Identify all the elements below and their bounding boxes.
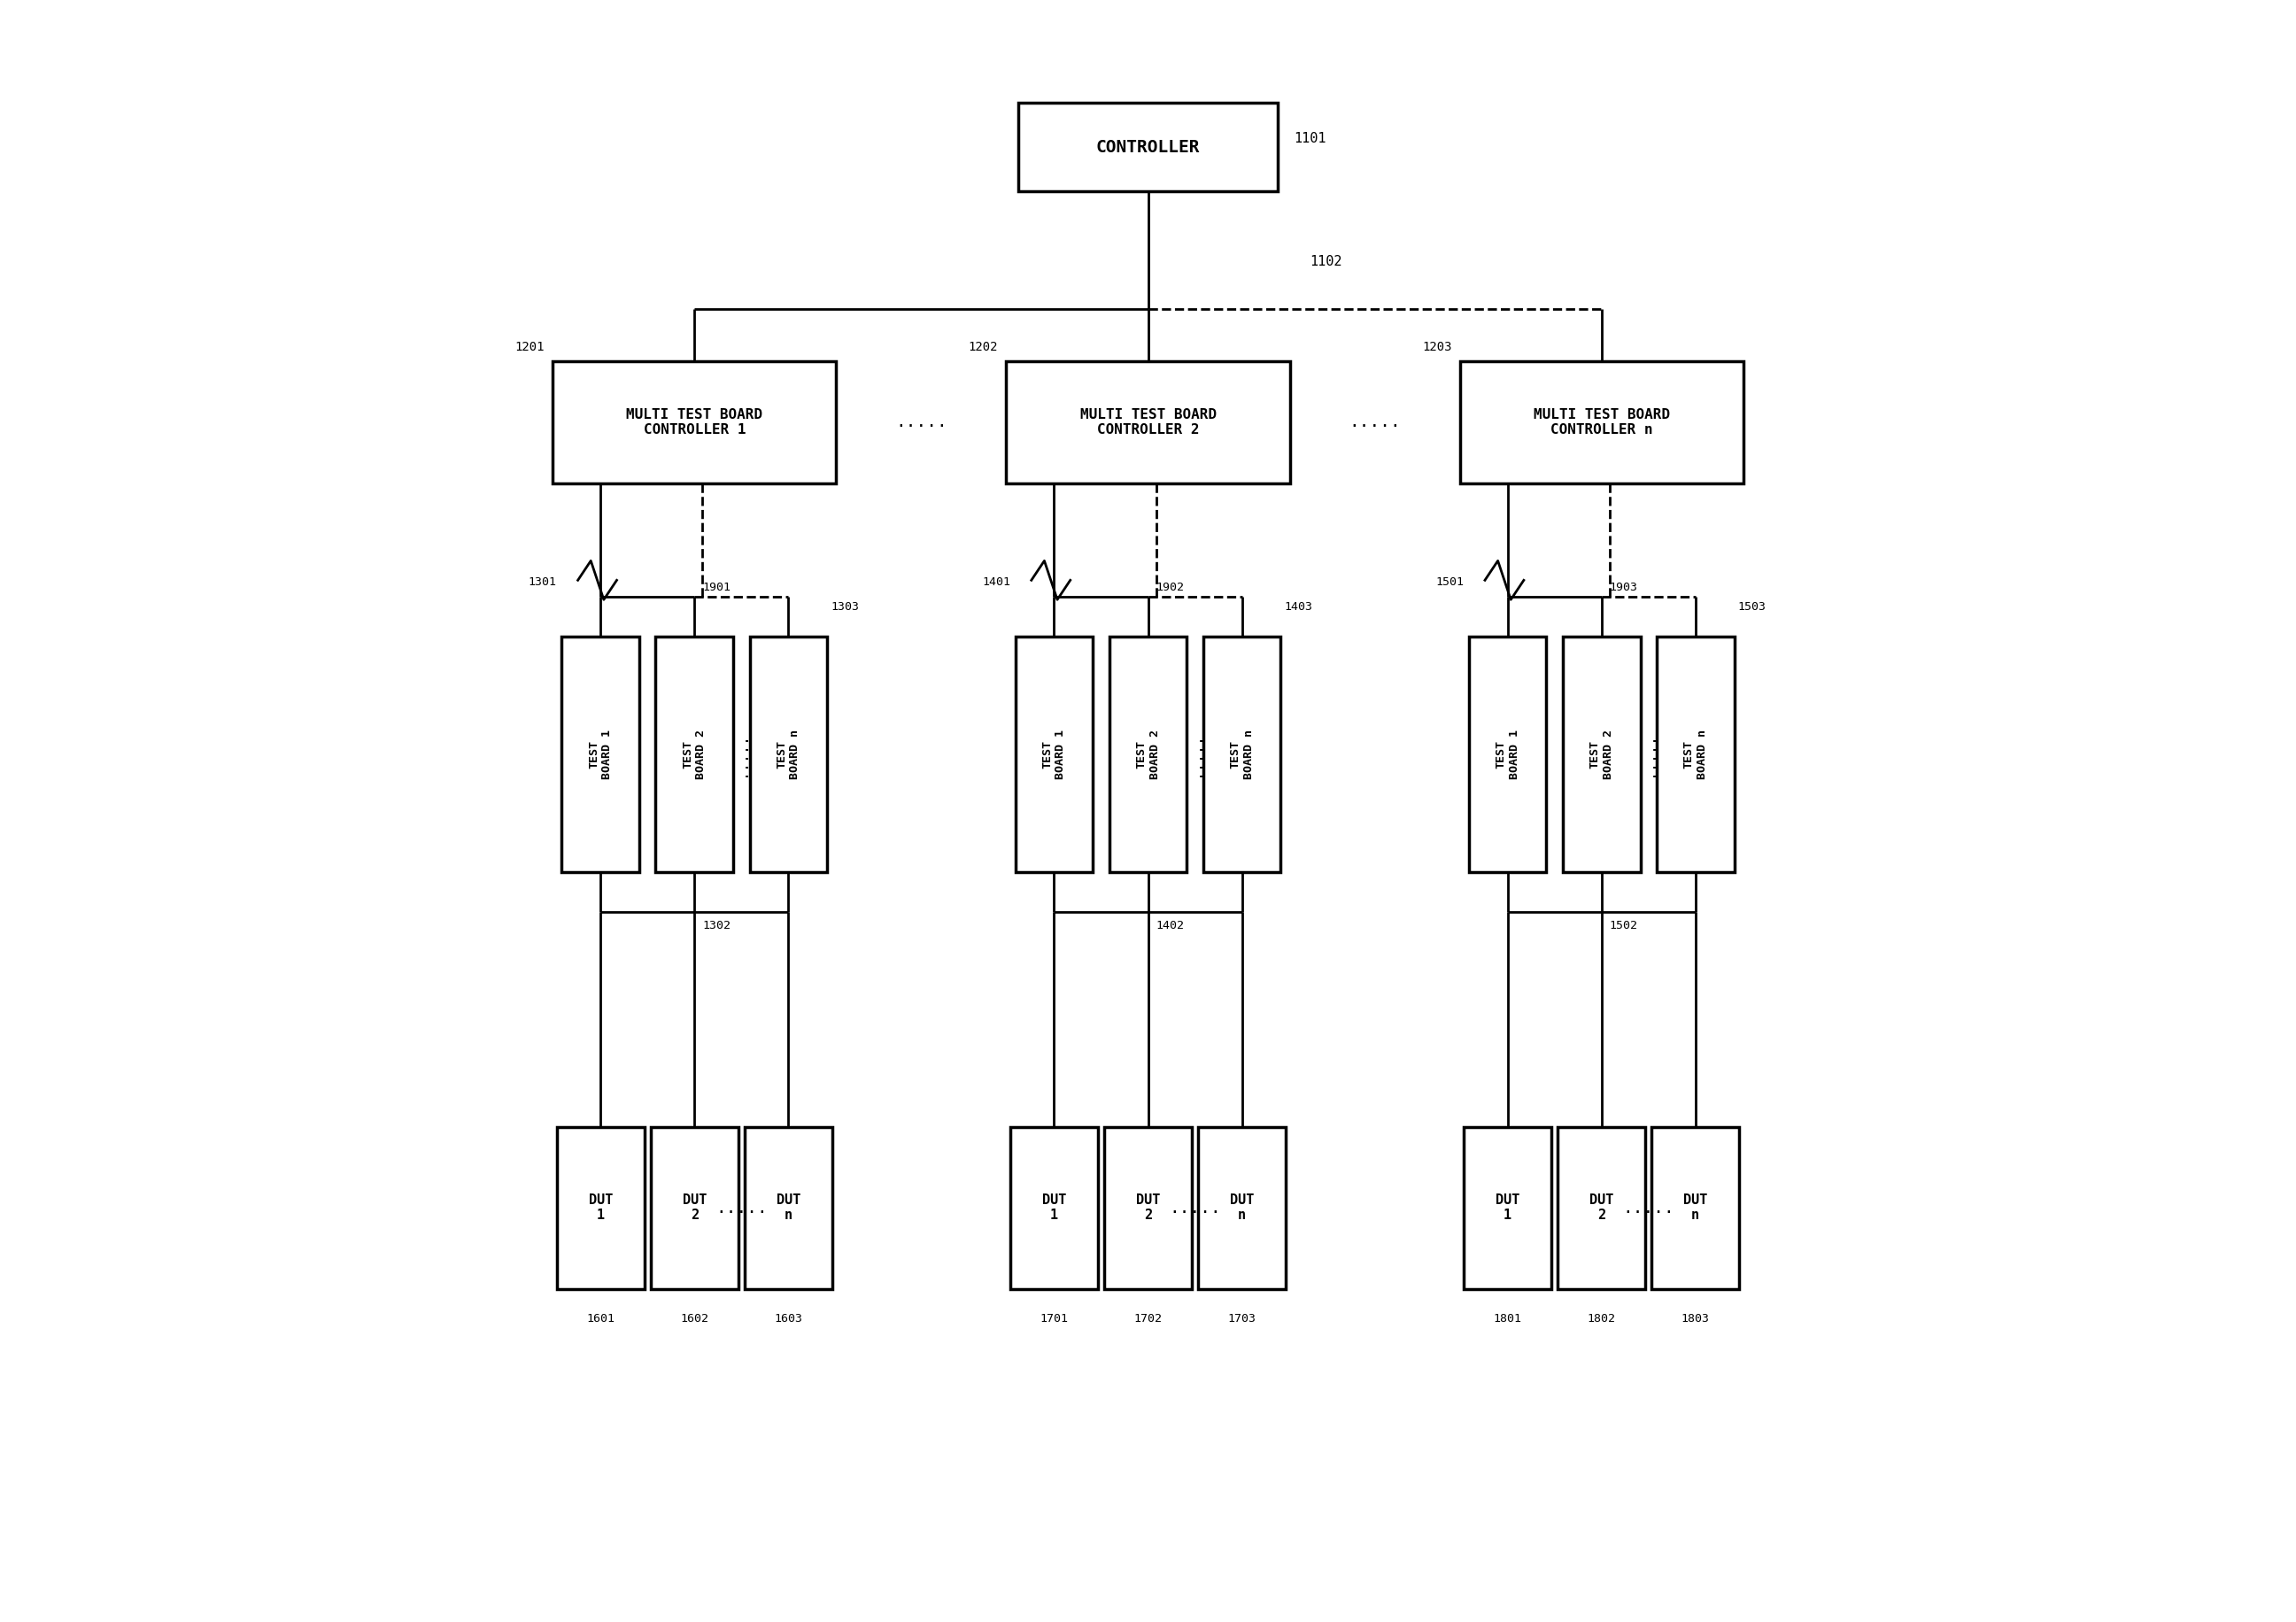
Text: 1301: 1301	[528, 577, 558, 589]
Text: 1803: 1803	[1681, 1314, 1711, 1325]
Text: 1503: 1503	[1738, 602, 1766, 613]
Text: MULTI TEST BOARD
CONTROLLER n: MULTI TEST BOARD CONTROLLER n	[1534, 409, 1669, 436]
Text: 1703: 1703	[1228, 1314, 1256, 1325]
Text: 1801: 1801	[1492, 1314, 1522, 1325]
Text: 1601: 1601	[585, 1314, 615, 1325]
Text: .....: .....	[732, 732, 748, 777]
FancyBboxPatch shape	[1006, 362, 1290, 483]
Text: .....: .....	[1348, 414, 1401, 431]
Text: DUT
n: DUT n	[1231, 1194, 1254, 1221]
Text: .....: .....	[1623, 1199, 1674, 1216]
Text: 1501: 1501	[1435, 577, 1465, 589]
FancyBboxPatch shape	[1564, 637, 1639, 871]
FancyBboxPatch shape	[553, 362, 836, 483]
Text: DUT
n: DUT n	[776, 1194, 801, 1221]
Text: TEST
BOARD n: TEST BOARD n	[1683, 730, 1708, 779]
Text: DUT
2: DUT 2	[682, 1194, 707, 1221]
Text: DUT
1: DUT 1	[588, 1194, 613, 1221]
Text: DUT
n: DUT n	[1683, 1194, 1708, 1221]
Text: DUT
1: DUT 1	[1495, 1194, 1520, 1221]
Text: 1502: 1502	[1609, 920, 1637, 931]
Text: 1203: 1203	[1421, 341, 1451, 354]
Text: 1401: 1401	[983, 577, 1010, 589]
FancyBboxPatch shape	[650, 1127, 739, 1289]
Text: .....: .....	[1169, 1199, 1221, 1216]
FancyBboxPatch shape	[744, 1127, 831, 1289]
Text: 1603: 1603	[774, 1314, 804, 1325]
Text: 1402: 1402	[1157, 920, 1185, 931]
Text: 1303: 1303	[831, 602, 859, 613]
Text: TEST
BOARD 2: TEST BOARD 2	[1589, 730, 1614, 779]
Text: TEST
BOARD 1: TEST BOARD 1	[588, 730, 613, 779]
FancyBboxPatch shape	[1015, 637, 1093, 871]
Text: 1901: 1901	[703, 582, 730, 594]
FancyBboxPatch shape	[1557, 1127, 1646, 1289]
Text: 1302: 1302	[703, 920, 730, 931]
Text: .....: .....	[895, 414, 948, 431]
Text: 1201: 1201	[514, 341, 544, 354]
Text: MULTI TEST BOARD
CONTROLLER 1: MULTI TEST BOARD CONTROLLER 1	[627, 409, 762, 436]
Text: 1701: 1701	[1040, 1314, 1068, 1325]
Text: 1202: 1202	[969, 341, 999, 354]
Text: 1602: 1602	[680, 1314, 709, 1325]
Text: TEST
BOARD 2: TEST BOARD 2	[1137, 730, 1159, 779]
FancyBboxPatch shape	[558, 1127, 645, 1289]
Text: DUT
2: DUT 2	[1137, 1194, 1159, 1221]
Text: DUT
2: DUT 2	[1589, 1194, 1614, 1221]
Text: 1101: 1101	[1293, 133, 1327, 146]
FancyBboxPatch shape	[1658, 637, 1733, 871]
FancyBboxPatch shape	[1651, 1127, 1738, 1289]
FancyBboxPatch shape	[1010, 1127, 1097, 1289]
Text: 1902: 1902	[1157, 582, 1185, 594]
FancyBboxPatch shape	[657, 637, 732, 871]
FancyBboxPatch shape	[1019, 102, 1277, 191]
FancyBboxPatch shape	[563, 637, 638, 871]
FancyBboxPatch shape	[748, 637, 827, 871]
FancyBboxPatch shape	[1199, 1127, 1286, 1289]
Text: TEST
BOARD n: TEST BOARD n	[1231, 730, 1254, 779]
Text: 1802: 1802	[1587, 1314, 1616, 1325]
Text: TEST
BOARD 1: TEST BOARD 1	[1495, 730, 1520, 779]
Text: 1702: 1702	[1134, 1314, 1162, 1325]
FancyBboxPatch shape	[1104, 1127, 1192, 1289]
Text: 1403: 1403	[1283, 602, 1313, 613]
Text: 1903: 1903	[1609, 582, 1637, 594]
Text: .....: .....	[1187, 732, 1203, 777]
Text: TEST
BOARD 1: TEST BOARD 1	[1042, 730, 1065, 779]
FancyBboxPatch shape	[1109, 637, 1187, 871]
Text: .....: .....	[716, 1199, 767, 1216]
Text: MULTI TEST BOARD
CONTROLLER 2: MULTI TEST BOARD CONTROLLER 2	[1079, 409, 1217, 436]
Text: 1102: 1102	[1311, 255, 1343, 269]
Text: TEST
BOARD 2: TEST BOARD 2	[682, 730, 707, 779]
FancyBboxPatch shape	[1469, 637, 1548, 871]
FancyBboxPatch shape	[1465, 1127, 1552, 1289]
Text: TEST
BOARD n: TEST BOARD n	[776, 730, 801, 779]
Text: .....: .....	[1642, 732, 1655, 777]
Text: DUT
1: DUT 1	[1042, 1194, 1065, 1221]
FancyBboxPatch shape	[1460, 362, 1743, 483]
Text: CONTROLLER: CONTROLLER	[1095, 138, 1201, 156]
FancyBboxPatch shape	[1203, 637, 1281, 871]
